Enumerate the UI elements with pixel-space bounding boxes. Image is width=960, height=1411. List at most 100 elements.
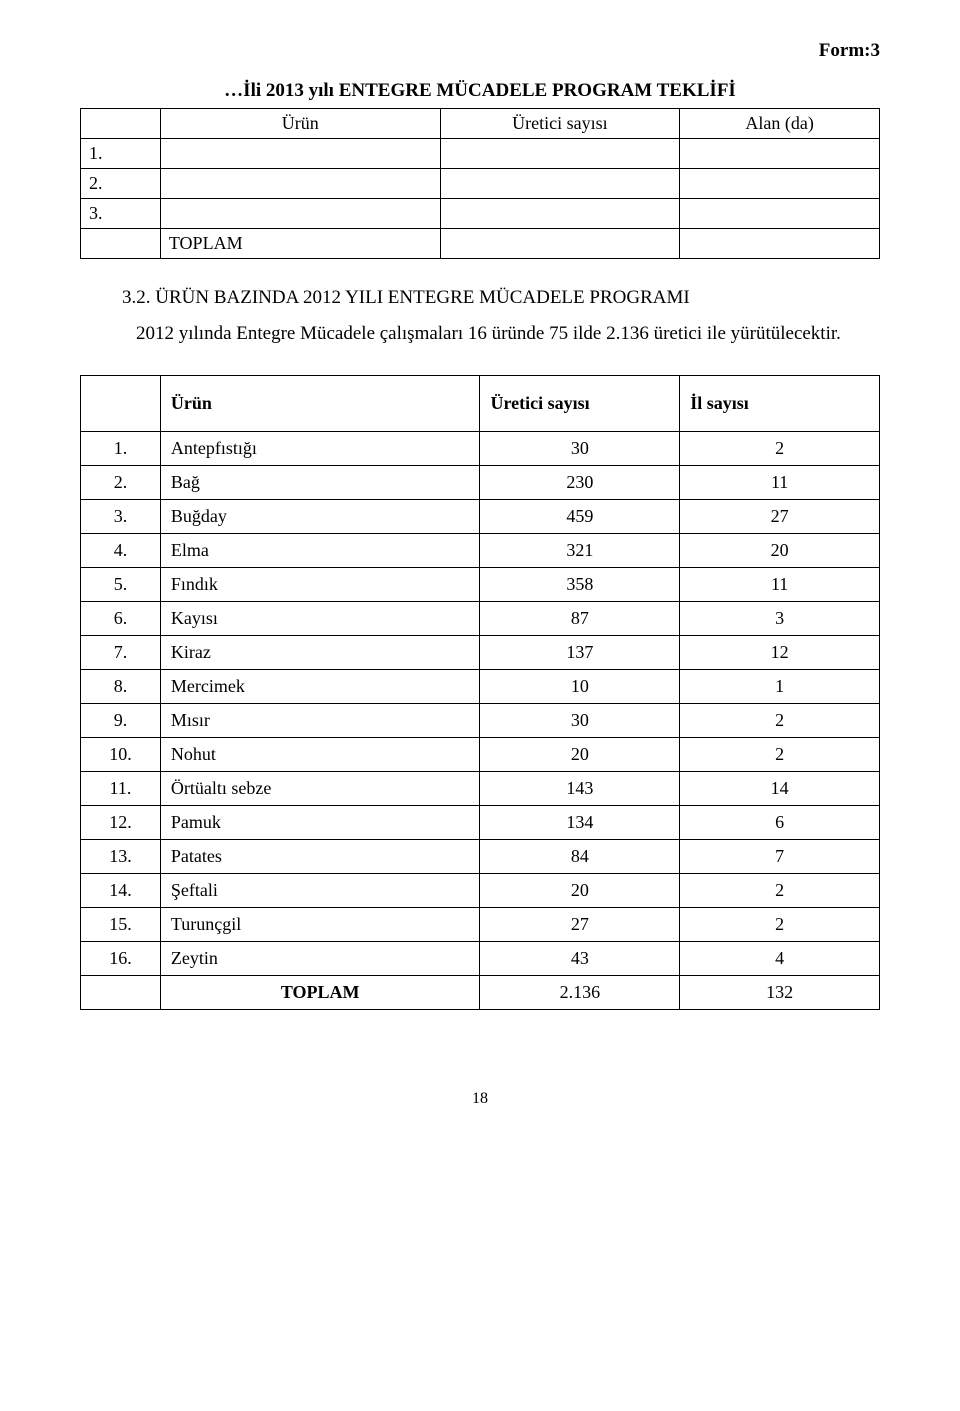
- data-row-num: 6.: [81, 601, 161, 635]
- data-header-urun: Ürün: [160, 375, 480, 431]
- data-row: 5.Fındık35811: [81, 567, 880, 601]
- data-row-uretici: 30: [480, 703, 680, 737]
- data-row-num: 7.: [81, 635, 161, 669]
- teklif-cell: [440, 229, 680, 259]
- doc-title: …İli 2013 yılı ENTEGRE MÜCADELE PROGRAM …: [80, 80, 880, 102]
- data-header-empty: [81, 375, 161, 431]
- data-row-name: Pamuk: [160, 805, 480, 839]
- data-row-uretici: 10: [480, 669, 680, 703]
- data-row-name: Mercimek: [160, 669, 480, 703]
- data-row-uretici: 27: [480, 907, 680, 941]
- data-header-uretici: Üretici sayısı: [480, 375, 680, 431]
- data-table: Ürün Üretici sayısı İl sayısı 1.Antepfıs…: [80, 375, 880, 1010]
- data-row-il: 2: [680, 907, 880, 941]
- data-row: 13.Patates847: [81, 839, 880, 873]
- data-row-name: Kayısı: [160, 601, 480, 635]
- teklif-cell: [680, 199, 880, 229]
- data-row-total: TOPLAM 2.136 132: [81, 975, 880, 1009]
- teklif-table: Ürün Üretici sayısı Alan (da) 1. 2. 3. T…: [80, 108, 880, 259]
- data-row-il: 20: [680, 533, 880, 567]
- data-row: 15.Turunçgil272: [81, 907, 880, 941]
- data-row: 2.Bağ23011: [81, 465, 880, 499]
- teklif-cell: [440, 169, 680, 199]
- data-row-name: Fındık: [160, 567, 480, 601]
- data-row-uretici: 20: [480, 873, 680, 907]
- data-row-num: 11.: [81, 771, 161, 805]
- data-row: 9.Mısır302: [81, 703, 880, 737]
- data-row-num: 5.: [81, 567, 161, 601]
- data-row-il: 1: [680, 669, 880, 703]
- data-row: 16.Zeytin434: [81, 941, 880, 975]
- data-row-il: 3: [680, 601, 880, 635]
- page-number: 18: [80, 1090, 880, 1108]
- data-row-num: 14.: [81, 873, 161, 907]
- data-total-uretici: 2.136: [480, 975, 680, 1009]
- data-row-num: 16.: [81, 941, 161, 975]
- data-row-name: Antepfıstığı: [160, 431, 480, 465]
- data-row-il: 2: [680, 737, 880, 771]
- data-row-name: Mısır: [160, 703, 480, 737]
- data-row-num: 3.: [81, 499, 161, 533]
- data-row-num: 1.: [81, 431, 161, 465]
- data-row-uretici: 43: [480, 941, 680, 975]
- data-row-name: Örtüaltı sebze: [160, 771, 480, 805]
- data-row-il: 4: [680, 941, 880, 975]
- data-row-num: 4.: [81, 533, 161, 567]
- data-row: 10.Nohut202: [81, 737, 880, 771]
- teklif-row-num: 2.: [81, 169, 161, 199]
- teklif-row: 3.: [81, 199, 880, 229]
- teklif-cell: [680, 229, 880, 259]
- data-row-uretici: 30: [480, 431, 680, 465]
- teklif-row-total: TOPLAM: [81, 229, 880, 259]
- data-row-name: Elma: [160, 533, 480, 567]
- teklif-row-num: 3.: [81, 199, 161, 229]
- teklif-cell: [160, 199, 440, 229]
- teklif-cell: [160, 169, 440, 199]
- teklif-total-label: TOPLAM: [160, 229, 440, 259]
- data-row-uretici: 137: [480, 635, 680, 669]
- data-row-uretici: 321: [480, 533, 680, 567]
- data-row-il: 7: [680, 839, 880, 873]
- data-row-num: 12.: [81, 805, 161, 839]
- data-row-il: 2: [680, 873, 880, 907]
- data-row-il: 6: [680, 805, 880, 839]
- data-row-name: Patates: [160, 839, 480, 873]
- data-row-name: Zeytin: [160, 941, 480, 975]
- data-row-num: 9.: [81, 703, 161, 737]
- data-row: 11.Örtüaltı sebze14314: [81, 771, 880, 805]
- data-row-name: Bağ: [160, 465, 480, 499]
- data-row-num: 2.: [81, 465, 161, 499]
- data-row-il: 27: [680, 499, 880, 533]
- section-body: 2012 yılında Entegre Mücadele çalışmalar…: [80, 321, 880, 347]
- data-total-label: TOPLAM: [160, 975, 480, 1009]
- data-row-il: 14: [680, 771, 880, 805]
- data-row: 12.Pamuk1346: [81, 805, 880, 839]
- teklif-row-num: 1.: [81, 139, 161, 169]
- data-row-uretici: 358: [480, 567, 680, 601]
- data-row: 4.Elma32120: [81, 533, 880, 567]
- data-row-uretici: 134: [480, 805, 680, 839]
- data-row-uretici: 84: [480, 839, 680, 873]
- teklif-cell: [680, 169, 880, 199]
- teklif-header-alan: Alan (da): [680, 109, 880, 139]
- teklif-total-empty: [81, 229, 161, 259]
- form-label: Form:3: [80, 40, 880, 62]
- data-row: 14.Şeftali202: [81, 873, 880, 907]
- data-row-num: 15.: [81, 907, 161, 941]
- data-row-name: Şeftali: [160, 873, 480, 907]
- data-row-uretici: 20: [480, 737, 680, 771]
- data-row-il: 2: [680, 431, 880, 465]
- data-row-il: 11: [680, 567, 880, 601]
- data-row-name: Nohut: [160, 737, 480, 771]
- data-row-name: Buğday: [160, 499, 480, 533]
- data-row-uretici: 230: [480, 465, 680, 499]
- teklif-cell: [440, 199, 680, 229]
- data-row: 3.Buğday45927: [81, 499, 880, 533]
- teklif-row: 1.: [81, 139, 880, 169]
- data-row-il: 12: [680, 635, 880, 669]
- data-total-il: 132: [680, 975, 880, 1009]
- data-row: 6.Kayısı873: [81, 601, 880, 635]
- teklif-header-uretici: Üretici sayısı: [440, 109, 680, 139]
- data-total-empty: [81, 975, 161, 1009]
- data-row-il: 11: [680, 465, 880, 499]
